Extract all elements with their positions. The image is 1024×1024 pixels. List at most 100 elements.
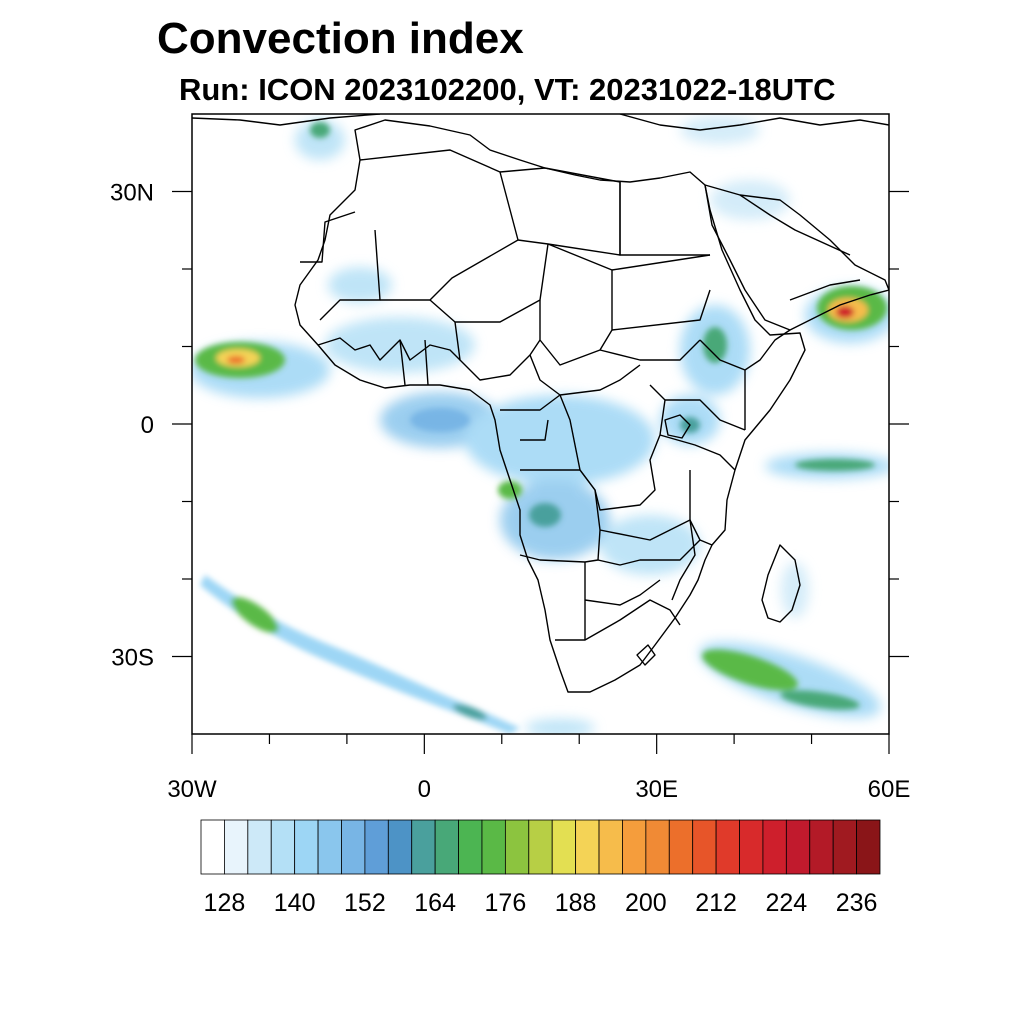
colorbar-swatch bbox=[458, 819, 483, 875]
chart-subtitle: Run: ICON 2023102200, VT: 20231022-18UTC bbox=[179, 72, 836, 107]
border-kenya-tanzania bbox=[659, 399, 746, 520]
colorbar-swatch bbox=[551, 819, 577, 875]
field-cell-south-indian bbox=[702, 649, 798, 691]
field-cell-south-atlantic bbox=[231, 596, 279, 634]
border-west-africa-small bbox=[317, 337, 461, 361]
colorbar-swatch bbox=[481, 819, 506, 875]
lat-tick-label: 30N bbox=[110, 180, 154, 207]
border-libya bbox=[499, 167, 621, 256]
colorbar-swatch bbox=[692, 819, 717, 875]
border-south-africa bbox=[584, 599, 681, 641]
border-angola bbox=[519, 469, 601, 563]
colorbar-tick-label: 128 bbox=[204, 889, 246, 917]
lon-tick-label: 60E bbox=[868, 776, 911, 803]
colorbar-tick-label: 212 bbox=[695, 889, 737, 917]
africa-coastline bbox=[294, 119, 806, 693]
colorbar-swatch bbox=[247, 819, 272, 875]
field-patch-zambia bbox=[600, 515, 700, 575]
border-saudi bbox=[739, 194, 851, 256]
field-cell-guinea bbox=[410, 408, 470, 432]
colorbar-swatch bbox=[598, 819, 623, 875]
lake-victoria-shore bbox=[664, 414, 691, 439]
field-patch-se-atlantic-band bbox=[525, 719, 595, 734]
lat-tick-label: 0 bbox=[141, 412, 154, 439]
colorbar-tick-label: 152 bbox=[344, 889, 386, 917]
colorbar-tick-label: 164 bbox=[414, 889, 456, 917]
field-cell-ethiopia bbox=[703, 327, 727, 363]
colorbar-swatch bbox=[785, 819, 811, 875]
colorbar-swatch bbox=[341, 819, 366, 875]
border-zambia bbox=[597, 519, 701, 566]
colorbar-swatch bbox=[294, 819, 319, 875]
colorbar-tick-label: 176 bbox=[485, 889, 527, 917]
field-peak-aden-storm bbox=[836, 306, 854, 318]
colorbar-tick-label: 140 bbox=[274, 889, 316, 917]
colorbar-tick-label: 224 bbox=[765, 889, 807, 917]
field-cell-indian-band bbox=[795, 459, 875, 471]
border-chad bbox=[539, 243, 613, 366]
colorbar-swatch bbox=[668, 819, 694, 875]
axis-ticks bbox=[172, 190, 909, 754]
border-drc bbox=[559, 384, 666, 511]
colorbar-swatch bbox=[200, 819, 225, 875]
colorbar-swatch bbox=[856, 819, 881, 875]
field-patch-mediterranean-nw bbox=[295, 120, 345, 160]
border-mozambique bbox=[671, 519, 713, 601]
border-nigeria bbox=[454, 321, 541, 381]
field-cell-south-indian-2 bbox=[780, 690, 860, 710]
colorbar-swatch bbox=[270, 819, 296, 875]
axis-labels: 30W 0 30E 60E 30N 0 30S bbox=[110, 180, 910, 804]
field-cell-mediterranean bbox=[310, 122, 330, 138]
field-patch-mediterranean-ne bbox=[680, 116, 760, 144]
lon-tick-label: 30W bbox=[167, 776, 217, 803]
field-cell-congo-coast bbox=[498, 481, 522, 499]
field-patch-madagascar bbox=[781, 562, 809, 618]
border-cameroon-car bbox=[529, 354, 641, 396]
colorbar-swatch bbox=[645, 819, 670, 875]
colorbar-swatch bbox=[575, 819, 600, 875]
colorbar-tick-label: 200 bbox=[625, 889, 667, 917]
colorbar-swatch bbox=[622, 819, 647, 875]
border-ethiopia-somalia bbox=[699, 329, 791, 430]
colorbar-swatch bbox=[762, 819, 787, 875]
border-yemen-oman bbox=[789, 279, 861, 301]
colorbar-swatch bbox=[832, 819, 857, 875]
colorbar-swatch bbox=[387, 819, 413, 875]
colorbar-swatch bbox=[411, 819, 436, 875]
lon-tick-label: 30E bbox=[635, 776, 678, 803]
colorbar-swatch bbox=[434, 819, 459, 875]
border-congo bbox=[500, 394, 561, 441]
border-egypt bbox=[619, 182, 710, 256]
lon-tick-label: 0 bbox=[418, 776, 431, 803]
field-cell-angola bbox=[529, 503, 561, 527]
field-patch-north-africa-west bbox=[328, 267, 392, 303]
field-patch-arabia bbox=[710, 180, 790, 220]
colorbar-tick-label: 236 bbox=[836, 889, 878, 917]
country-borders bbox=[192, 114, 889, 693]
field-cell-south-atlantic-2 bbox=[452, 704, 488, 720]
madagascar-coast bbox=[761, 544, 801, 623]
lat-tick-label: 30S bbox=[111, 645, 154, 672]
field-band-south-atlantic bbox=[200, 575, 520, 734]
field-patch-congo bbox=[465, 395, 655, 485]
border-west-sahara bbox=[300, 211, 356, 263]
colorbar-swatch bbox=[528, 819, 553, 875]
border-ghana-togo bbox=[399, 339, 429, 386]
border-mauritania bbox=[319, 229, 381, 321]
colorbar-swatch bbox=[504, 819, 530, 875]
colorbar: 128 140 152 164 176 188 200 212 224 236 bbox=[200, 819, 881, 917]
colorbar-swatch bbox=[317, 819, 342, 875]
colorbar-swatch bbox=[364, 819, 389, 875]
colorbar-swatch bbox=[809, 819, 834, 875]
colorbar-swatch bbox=[715, 819, 740, 875]
field-peak-atlantic-itcz bbox=[227, 356, 245, 364]
colorbar-swatch bbox=[224, 819, 249, 875]
border-lesotho bbox=[636, 644, 656, 666]
convection-field bbox=[192, 116, 889, 734]
border-sudan bbox=[599, 254, 711, 361]
chart-title: Convection index bbox=[157, 14, 524, 63]
colorbar-swatch bbox=[739, 819, 764, 875]
border-mali-niger bbox=[429, 243, 549, 323]
colorbar-tick-label: 188 bbox=[555, 889, 597, 917]
